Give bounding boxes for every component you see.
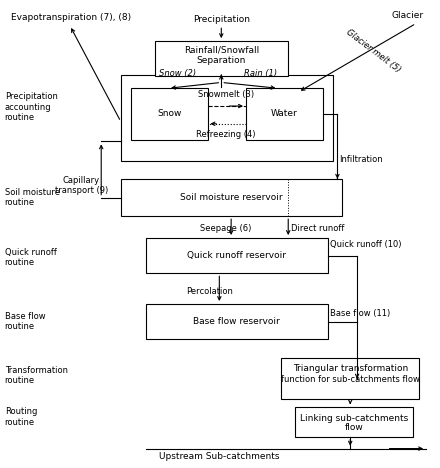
- Text: Direct runoff: Direct runoff: [291, 224, 345, 233]
- Text: Glacier melt (5): Glacier melt (5): [344, 28, 402, 74]
- Text: Rainfall/Snowfall: Rainfall/Snowfall: [183, 45, 259, 54]
- Text: Quick runoff (10): Quick runoff (10): [330, 241, 401, 249]
- Text: Refreezing (4): Refreezing (4): [197, 130, 256, 139]
- Text: Glacier: Glacier: [392, 11, 424, 20]
- Text: Seepage (6): Seepage (6): [200, 224, 251, 233]
- Text: Snow (2): Snow (2): [159, 69, 197, 79]
- Text: Quick runoff
routine: Quick runoff routine: [5, 248, 57, 267]
- Text: Base flow (11): Base flow (11): [330, 309, 390, 318]
- Text: Evapotranspiration (7), (8): Evapotranspiration (7), (8): [11, 13, 131, 22]
- Text: function for sub-catchments flow: function for sub-catchments flow: [281, 375, 420, 384]
- Text: flow: flow: [345, 424, 363, 432]
- Text: Precipitation: Precipitation: [193, 15, 250, 24]
- Text: Quick runoff reservoir: Quick runoff reservoir: [187, 251, 286, 260]
- Bar: [246, 88, 323, 139]
- Bar: [131, 88, 208, 139]
- Text: Triangular transformation: Triangular transformation: [293, 365, 408, 373]
- Bar: [281, 358, 419, 399]
- Text: Snowmelt (3): Snowmelt (3): [198, 90, 254, 99]
- Text: Water: Water: [271, 110, 298, 118]
- Bar: [121, 179, 342, 216]
- Text: Separation: Separation: [197, 56, 246, 65]
- Text: Soil moisture reservoir: Soil moisture reservoir: [180, 193, 282, 202]
- Text: Routing
routine: Routing routine: [5, 407, 37, 427]
- Text: Capillary
transport (9): Capillary transport (9): [55, 176, 108, 196]
- Text: Percolation: Percolation: [186, 286, 233, 296]
- Text: Transformation
routine: Transformation routine: [5, 366, 68, 386]
- Bar: [121, 74, 333, 161]
- Bar: [146, 304, 328, 339]
- Text: Snow: Snow: [157, 110, 181, 118]
- Text: Infiltration: Infiltration: [339, 155, 383, 164]
- Text: Soil moisture
routine: Soil moisture routine: [5, 188, 60, 207]
- Text: Upstream Sub-catchments: Upstream Sub-catchments: [159, 452, 279, 461]
- Bar: [155, 41, 288, 75]
- Text: Rain (1): Rain (1): [244, 69, 277, 79]
- Text: Linking sub-catchments: Linking sub-catchments: [300, 414, 408, 423]
- Bar: [295, 407, 413, 437]
- Text: Precipitation
accounting
routine: Precipitation accounting routine: [5, 92, 58, 122]
- Bar: [146, 238, 328, 273]
- Text: Base flow reservoir: Base flow reservoir: [193, 317, 279, 326]
- Text: Base flow
routine: Base flow routine: [5, 312, 45, 331]
